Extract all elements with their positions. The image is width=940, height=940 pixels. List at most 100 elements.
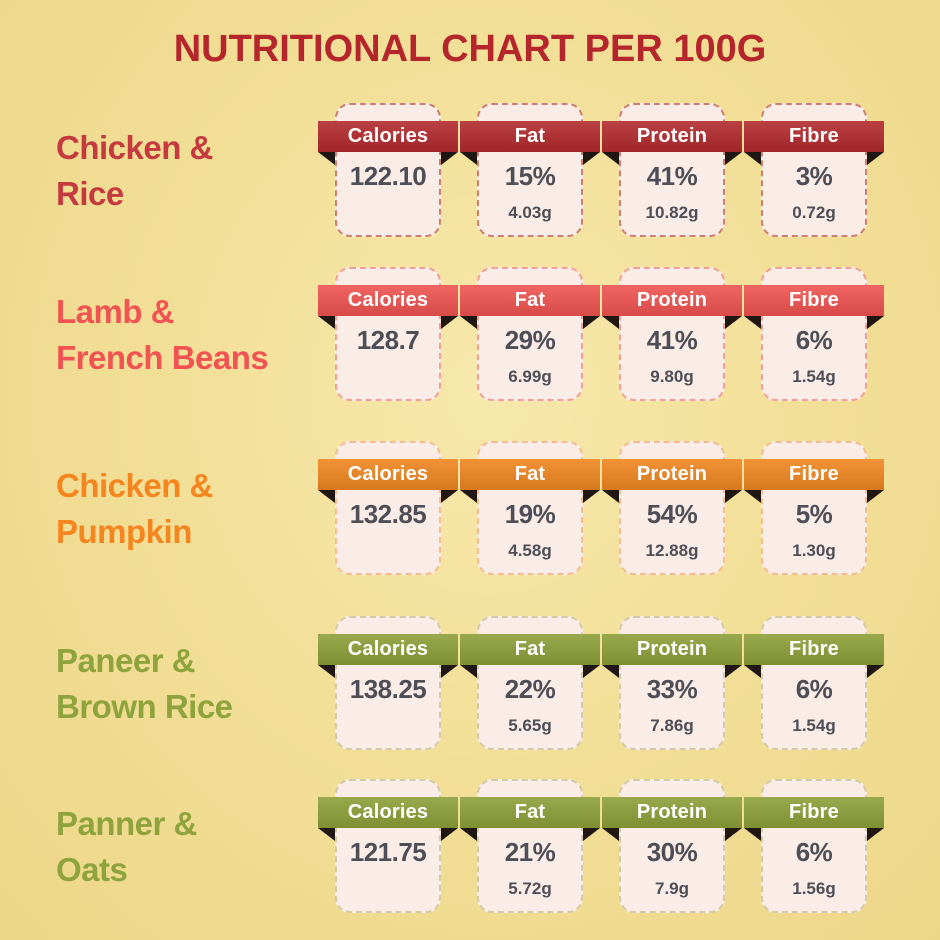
ribbon-fold-right	[441, 316, 458, 329]
calories-card: Calories 121.75	[318, 779, 458, 913]
ribbon-fold-left	[744, 665, 761, 678]
nutrient-value: 3%	[795, 161, 833, 191]
card-header: Calories	[318, 285, 458, 316]
nutrient-grams: 7.9g	[654, 879, 690, 898]
ribbon-fold-right	[441, 152, 458, 165]
nutrient-grams: 12.88g	[645, 541, 699, 560]
food-name: Chicken & Rice	[56, 125, 321, 216]
protein-card: Protein 33% 7.86g	[602, 616, 742, 750]
ribbon-fold-right	[583, 152, 600, 165]
food-row-panner-oats: Panner & Oats Calories 121.75 Fat 21% 5.…	[56, 779, 884, 913]
food-name-line2: Oats	[56, 850, 128, 888]
nutrient-value: 138.25	[349, 674, 427, 704]
card-header: Calories	[318, 634, 458, 665]
card-header: Protein	[602, 121, 742, 152]
food-name-line2: Rice	[56, 174, 124, 212]
food-name-line2: Brown Rice	[56, 687, 233, 725]
ribbon-fold-right	[725, 490, 742, 503]
nutrient-value: 19%	[504, 499, 556, 529]
food-row-paneer-brown-rice: Paneer & Brown Rice Calories 138.25 Fat …	[56, 616, 884, 750]
card-group: Calories 128.7 Fat 29% 6.99g Protein 41%…	[318, 267, 884, 401]
ribbon-fold-left	[460, 152, 477, 165]
ribbon-fold-right	[867, 665, 884, 678]
nutrient-grams: 0.72g	[792, 203, 836, 222]
card-header: Fat	[460, 797, 600, 828]
nutrient-value: 6%	[795, 674, 833, 704]
food-name-line2: French Beans	[56, 338, 269, 376]
ribbon-fold-right	[867, 490, 884, 503]
nutrient-grams: 9.80g	[650, 367, 694, 386]
card-header: Fibre	[744, 285, 884, 316]
calories-card: Calories 128.7	[318, 267, 458, 401]
nutrient-value: 121.75	[349, 837, 427, 867]
card-header: Protein	[602, 634, 742, 665]
food-row-lamb-french-beans: Lamb & French Beans Calories 128.7 Fat 2…	[56, 267, 884, 401]
ribbon-fold-right	[725, 828, 742, 841]
fibre-card: Fibre 6% 1.54g	[744, 616, 884, 750]
protein-card: Protein 30% 7.9g	[602, 779, 742, 913]
ribbon-fold-right	[583, 316, 600, 329]
fat-card: Fat 22% 5.65g	[460, 616, 600, 750]
nutrient-value: 122.10	[349, 161, 427, 191]
nutrient-grams: 1.54g	[792, 367, 836, 386]
card-header: Fat	[460, 121, 600, 152]
nutrient-grams: 5.72g	[508, 879, 552, 898]
ribbon-fold-right	[583, 828, 600, 841]
nutrient-value: 30%	[646, 837, 698, 867]
ribbon-fold-right	[441, 828, 458, 841]
nutrient-grams: 1.56g	[792, 879, 836, 898]
card-header: Fat	[460, 459, 600, 490]
nutrient-grams: 6.99g	[508, 367, 552, 386]
card-group: Calories 132.85 Fat 19% 4.58g Protein 54…	[318, 441, 884, 575]
nutrient-value: 132.85	[349, 499, 427, 529]
ribbon-fold-left	[602, 828, 619, 841]
food-name-line2: Pumpkin	[56, 512, 192, 550]
fibre-card: Fibre 5% 1.30g	[744, 441, 884, 575]
ribbon-fold-left	[744, 152, 761, 165]
card-header: Calories	[318, 797, 458, 828]
nutrient-value: 54%	[646, 499, 698, 529]
food-name-line1: Panner &	[56, 805, 197, 842]
ribbon-fold-left	[460, 490, 477, 503]
ribbon-fold-left	[602, 665, 619, 678]
card-header: Calories	[318, 121, 458, 152]
food-name: Panner & Oats	[56, 801, 321, 892]
calories-card: Calories 122.10	[318, 103, 458, 237]
ribbon-fold-left	[744, 316, 761, 329]
fat-card: Fat 15% 4.03g	[460, 103, 600, 237]
ribbon-fold-right	[441, 490, 458, 503]
nutrient-value: 15%	[504, 161, 556, 191]
calories-card: Calories 132.85	[318, 441, 458, 575]
card-group: Calories 122.10 Fat 15% 4.03g Protein 41…	[318, 103, 884, 237]
fat-card: Fat 21% 5.72g	[460, 779, 600, 913]
fat-card: Fat 29% 6.99g	[460, 267, 600, 401]
ribbon-fold-right	[583, 490, 600, 503]
food-name: Lamb & French Beans	[56, 289, 321, 380]
protein-card: Protein 54% 12.88g	[602, 441, 742, 575]
fat-card: Fat 19% 4.58g	[460, 441, 600, 575]
card-header: Protein	[602, 285, 742, 316]
nutrient-value: 29%	[504, 325, 556, 355]
nutrient-grams: 4.03g	[508, 203, 552, 222]
nutrient-value: 6%	[795, 325, 833, 355]
ribbon-fold-right	[725, 316, 742, 329]
ribbon-fold-right	[725, 665, 742, 678]
fibre-card: Fibre 6% 1.56g	[744, 779, 884, 913]
protein-card: Protein 41% 10.82g	[602, 103, 742, 237]
card-header: Fat	[460, 634, 600, 665]
fibre-card: Fibre 6% 1.54g	[744, 267, 884, 401]
card-group: Calories 138.25 Fat 22% 5.65g Protein 33…	[318, 616, 884, 750]
card-header: Calories	[318, 459, 458, 490]
food-name-line1: Paneer &	[56, 642, 196, 679]
ribbon-fold-right	[583, 665, 600, 678]
food-name-line1: Chicken &	[56, 467, 213, 504]
nutrient-value: 21%	[504, 837, 556, 867]
nutrient-value: 33%	[646, 674, 698, 704]
nutrient-value: 6%	[795, 837, 833, 867]
protein-card: Protein 41% 9.80g	[602, 267, 742, 401]
page-title: NUTRITIONAL CHART PER 100G	[173, 28, 767, 70]
nutrient-grams: 7.86g	[650, 716, 694, 735]
ribbon-fold-left	[602, 490, 619, 503]
food-name-line1: Lamb &	[56, 293, 175, 330]
nutrient-value: 41%	[646, 325, 698, 355]
